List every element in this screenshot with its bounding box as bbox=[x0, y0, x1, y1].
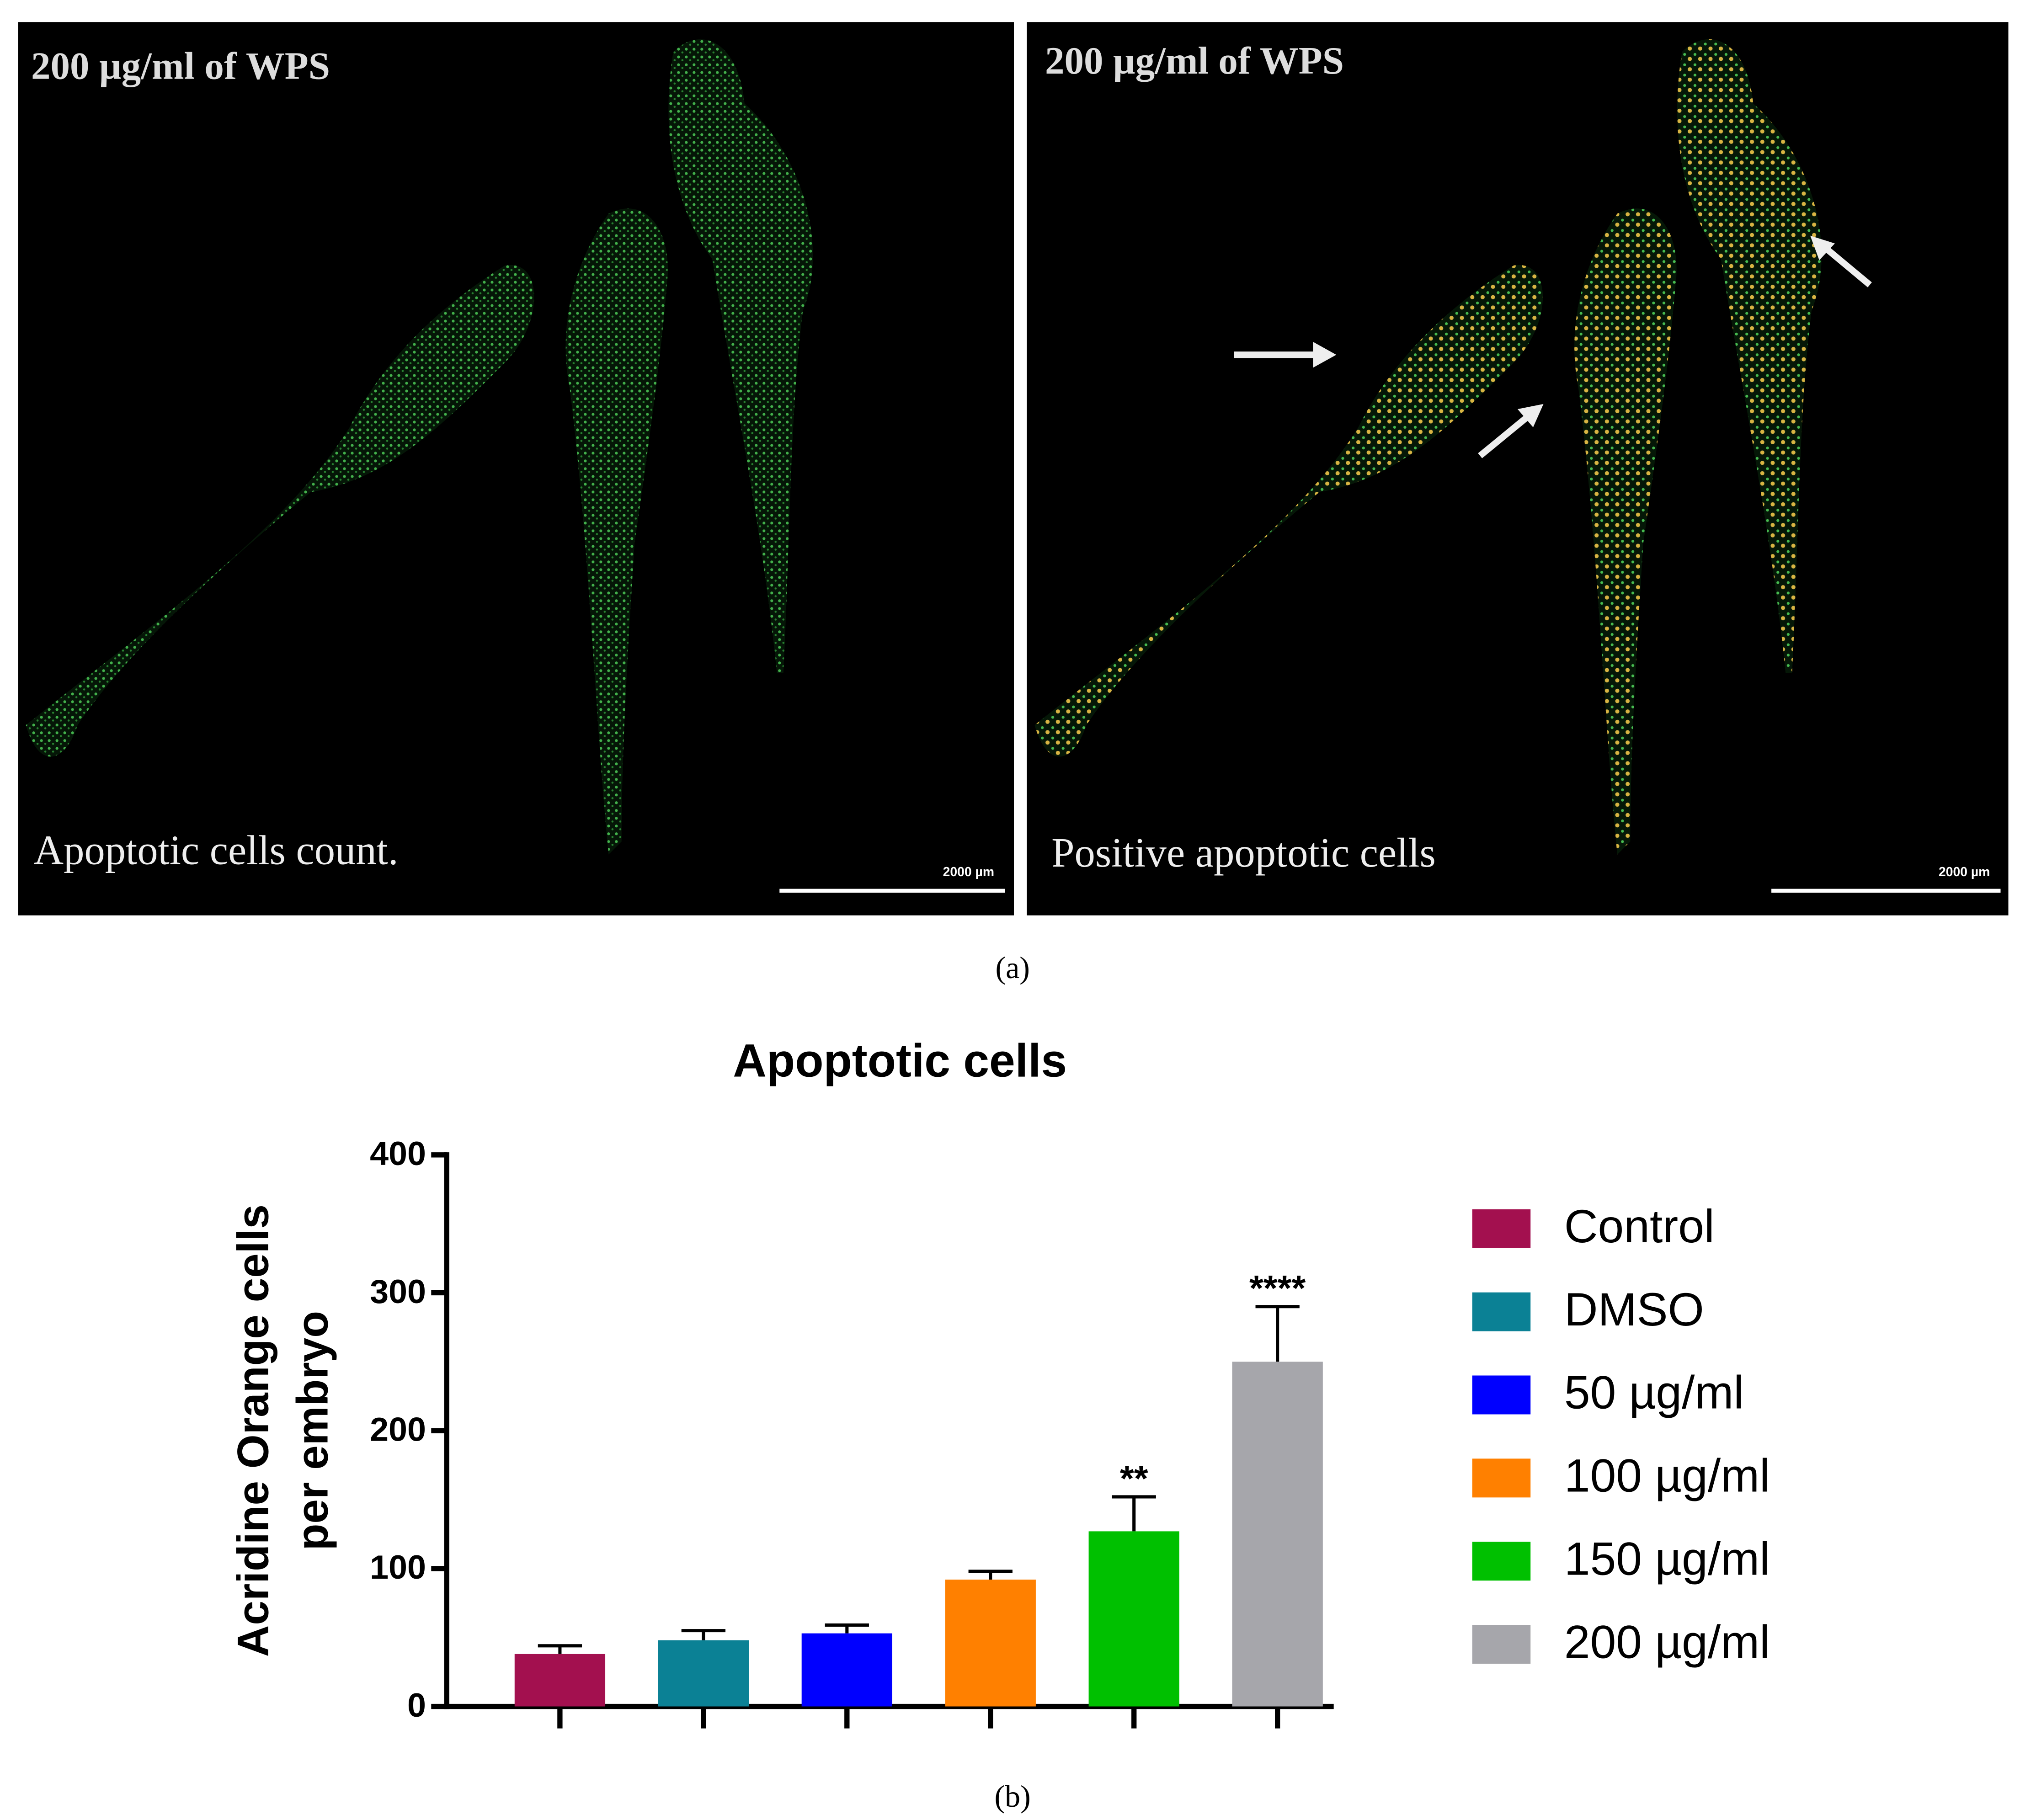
bar bbox=[1232, 1362, 1323, 1707]
legend-label: 50 µg/ml bbox=[1564, 1367, 1744, 1419]
panel-label: (b) bbox=[995, 1779, 1031, 1814]
bar bbox=[514, 1654, 606, 1707]
legend-label: Control bbox=[1564, 1200, 1715, 1252]
legend-label: 150 µg/ml bbox=[1564, 1533, 1770, 1585]
legend-swatch bbox=[1472, 1292, 1531, 1331]
panel-label: (a) bbox=[995, 950, 1029, 985]
bar bbox=[945, 1579, 1036, 1707]
significance-label: **** bbox=[1249, 1268, 1306, 1309]
y-tick-label: 300 bbox=[370, 1272, 426, 1310]
legend-swatch bbox=[1472, 1625, 1531, 1664]
y-axis-label: Acridine Orange cells bbox=[229, 1204, 277, 1657]
legend-label: DMSO bbox=[1564, 1283, 1704, 1336]
panel-title: 200 µg/ml of WPS bbox=[1045, 39, 1344, 82]
significance-label: ** bbox=[1120, 1458, 1148, 1499]
y-tick-label: 200 bbox=[370, 1410, 426, 1448]
panel-caption: Positive apoptotic cells bbox=[1051, 830, 1436, 876]
y-tick-label: 400 bbox=[370, 1134, 426, 1172]
legend-swatch bbox=[1472, 1209, 1531, 1248]
panel-a: 200 µg/ml of WPS 200 µg/ml of WPS Apopto… bbox=[18, 22, 2009, 985]
arrows bbox=[1234, 235, 1872, 458]
micrograph-right bbox=[1027, 22, 2009, 915]
legend-swatch bbox=[1472, 1375, 1531, 1415]
bar bbox=[801, 1633, 892, 1707]
y-tick-label: 100 bbox=[370, 1548, 426, 1586]
scale-label: 2000 µm bbox=[1939, 865, 1990, 879]
micrograph-left bbox=[18, 22, 1014, 915]
panel-caption: Apoptotic cells count. bbox=[34, 827, 399, 873]
chart-title: Apoptotic cells bbox=[733, 1034, 1067, 1086]
panel-title: 200 µg/ml of WPS bbox=[31, 45, 330, 88]
chart: Apoptotic cells (b) 0 100 200 300 400 Acridin… bbox=[229, 1034, 1769, 1814]
legend-label: 100 µg/ml bbox=[1564, 1450, 1770, 1502]
legend-swatch bbox=[1472, 1542, 1531, 1581]
scale-label: 2000 µm bbox=[943, 865, 994, 879]
legend-label: 200 µg/ml bbox=[1564, 1616, 1770, 1668]
y-tick-label: 0 bbox=[407, 1686, 426, 1724]
legend-swatch bbox=[1472, 1458, 1531, 1498]
bar bbox=[658, 1640, 749, 1707]
y-axis-label: per embryo bbox=[288, 1311, 337, 1550]
bar bbox=[1088, 1531, 1179, 1707]
